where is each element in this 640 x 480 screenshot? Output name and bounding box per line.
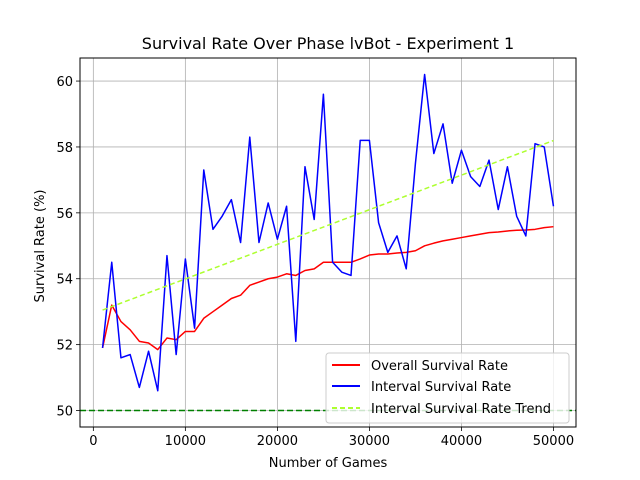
- y-tick-label: 50: [56, 405, 73, 420]
- x-tick-label: 50000: [533, 434, 574, 449]
- y-tick-label: 58: [56, 141, 73, 156]
- y-axis-label: Survival Rate (%): [33, 190, 48, 303]
- x-axis-label: Number of Games: [269, 456, 388, 471]
- x-tick-label: 20000: [257, 434, 298, 449]
- y-tick-label: 52: [56, 339, 73, 354]
- legend-label-trend: Interval Survival Rate Trend: [371, 402, 551, 417]
- x-axis-ticks: 0 10000 20000 30000 40000 50000: [89, 427, 574, 449]
- interval-survival-rate-line: [101, 73, 555, 392]
- legend: Overall Survival Rate Interval Survival …: [325, 352, 570, 424]
- chart-title: Survival Rate Over Phase lvBot - Experim…: [142, 34, 514, 53]
- x-tick-label: 40000: [441, 434, 482, 449]
- grid-lines: [80, 58, 576, 427]
- y-tick-label: 56: [56, 207, 73, 222]
- y-tick-label: 54: [56, 273, 73, 288]
- legend-box: [325, 352, 570, 424]
- legend-label-overall: Overall Survival Rate: [371, 359, 508, 374]
- y-axis-ticks: 50 52 54 56 58 60: [56, 75, 80, 420]
- x-tick-label: 10000: [165, 434, 206, 449]
- plot-area-frame: [79, 57, 577, 428]
- legend-label-interval: Interval Survival Rate: [371, 380, 511, 395]
- x-tick-label: 0: [89, 434, 97, 449]
- y-tick-label: 60: [56, 75, 73, 90]
- x-tick-label: 30000: [349, 434, 390, 449]
- series-layer: [101, 73, 555, 392]
- interval-trend-line: [102, 139, 554, 311]
